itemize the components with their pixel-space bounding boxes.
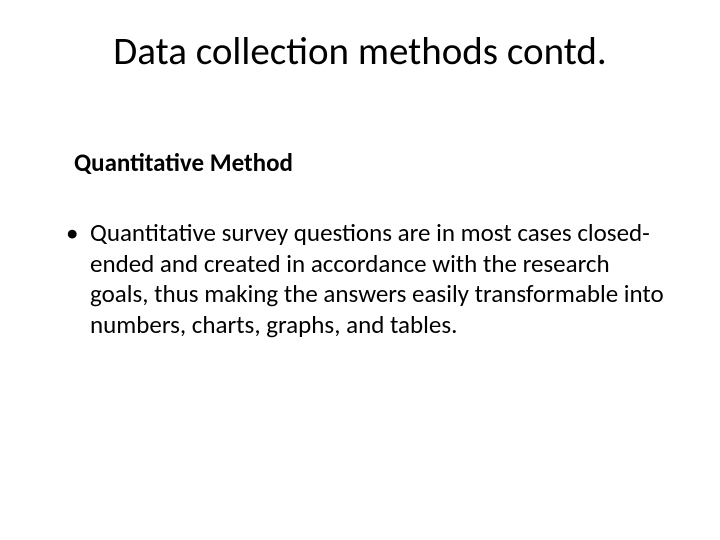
bullet-list: Quantitative survey questions are in mos… bbox=[50, 218, 670, 340]
slide-container: Data collection methods contd. Quantitat… bbox=[0, 0, 720, 540]
slide-subtitle: Quantitative Method bbox=[74, 147, 670, 178]
slide-title: Data collection methods contd. bbox=[50, 28, 670, 75]
bullet-item: Quantitative survey questions are in mos… bbox=[66, 218, 670, 340]
